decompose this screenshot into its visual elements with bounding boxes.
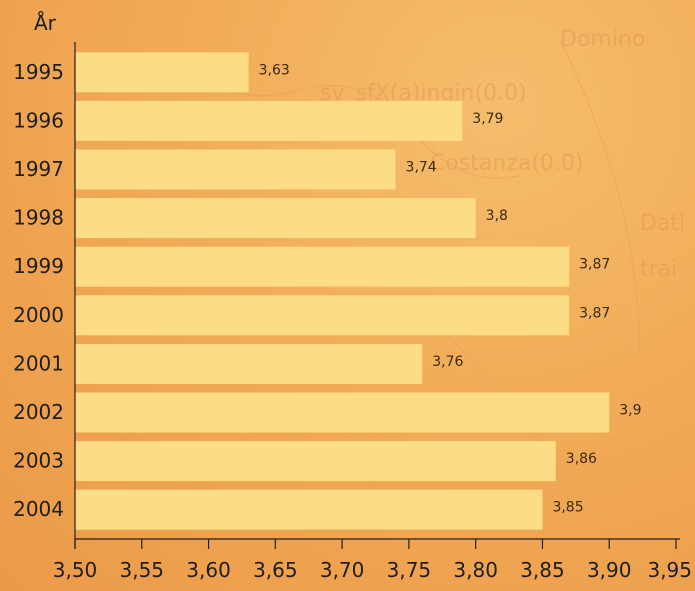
y-axis-title: År xyxy=(34,11,57,35)
x-tick-label-2: 3,60 xyxy=(186,558,231,582)
category-label-1996: 1996 xyxy=(13,108,64,132)
data-label-2000: 3,87 xyxy=(579,305,610,321)
x-tick-label-8: 3,90 xyxy=(587,558,632,582)
bar-2004 xyxy=(75,489,543,530)
category-label-1997: 1997 xyxy=(13,157,64,181)
category-label-2000: 2000 xyxy=(13,303,64,327)
bar-2003 xyxy=(75,441,556,482)
category-label-1995: 1995 xyxy=(13,60,64,84)
data-label-2002: 3,9 xyxy=(619,403,641,419)
category-label-2004: 2004 xyxy=(13,497,64,521)
data-label-1996: 3,79 xyxy=(472,111,503,127)
bar-1996 xyxy=(75,100,463,141)
category-label-1998: 1998 xyxy=(13,206,64,230)
x-tick-label-9: 3,95 xyxy=(647,558,692,582)
svg-text:Dati: Dati xyxy=(640,211,685,236)
data-label-2001: 3,76 xyxy=(432,354,463,370)
x-tick-label-3: 3,65 xyxy=(253,558,298,582)
x-tick-label-7: 3,85 xyxy=(520,558,565,582)
bar-1997 xyxy=(75,149,396,190)
bar-1998 xyxy=(75,198,476,239)
svg-text:trai: trai xyxy=(640,257,677,282)
category-label-2001: 2001 xyxy=(13,351,64,375)
category-label-2003: 2003 xyxy=(13,449,64,473)
data-label-2003: 3,86 xyxy=(566,451,597,467)
bar-2000 xyxy=(75,295,570,336)
bars-layer: 3,63 1995 3,79 1996 3,74 1997 3,8 1998 3,87 1999 3… xyxy=(13,52,641,530)
bar-1999 xyxy=(75,246,570,287)
x-tick-label-1: 3,55 xyxy=(120,558,165,582)
x-tick-label-6: 3,80 xyxy=(453,558,498,582)
x-tick-label-4: 3,70 xyxy=(320,558,365,582)
category-label-2002: 2002 xyxy=(13,400,64,424)
svg-text:Domino: Domino xyxy=(560,27,645,52)
x-tick-label-5: 3,75 xyxy=(387,558,432,582)
data-label-1997: 3,74 xyxy=(406,160,437,176)
bar-2002 xyxy=(75,392,610,433)
category-label-1999: 1999 xyxy=(13,254,64,278)
x-tick-label-0: 3,50 xyxy=(53,558,98,582)
data-label-2004: 3,85 xyxy=(552,500,583,516)
data-label-1995: 3,63 xyxy=(259,62,290,78)
data-label-1998: 3,8 xyxy=(486,208,508,224)
background-decoration: Domino sv_sfX(a)ingin(0.0) Costanza(0.0)… xyxy=(89,27,685,521)
axis-layer: 3,50 3,55 3,60 3,65 3,70 3,75 3,80 3,85 3,90 3,95 xyxy=(53,42,692,582)
data-label-1999: 3,87 xyxy=(579,257,610,273)
bar-1995 xyxy=(75,52,249,93)
svg-text:Costanza(0.0): Costanza(0.0) xyxy=(430,151,584,176)
bar-2001 xyxy=(75,343,423,384)
